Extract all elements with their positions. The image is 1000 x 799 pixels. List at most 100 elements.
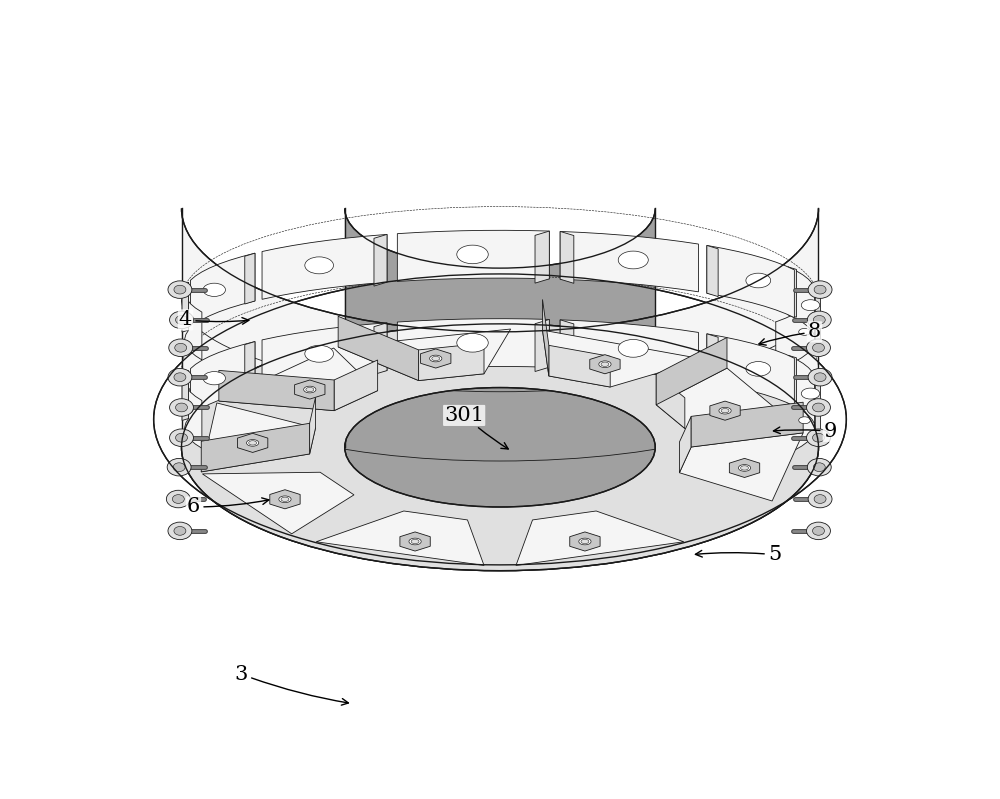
Ellipse shape	[746, 273, 771, 288]
Ellipse shape	[801, 418, 809, 423]
Ellipse shape	[175, 344, 187, 352]
Ellipse shape	[808, 491, 832, 508]
Polygon shape	[310, 397, 316, 454]
Ellipse shape	[618, 251, 648, 268]
Ellipse shape	[814, 373, 826, 382]
Polygon shape	[334, 360, 378, 411]
Ellipse shape	[741, 466, 748, 470]
Ellipse shape	[181, 318, 191, 324]
Ellipse shape	[808, 368, 832, 386]
Polygon shape	[185, 282, 202, 360]
Ellipse shape	[807, 399, 830, 416]
Ellipse shape	[623, 342, 643, 355]
Ellipse shape	[807, 429, 830, 447]
Ellipse shape	[409, 539, 421, 545]
Polygon shape	[656, 374, 685, 428]
Text: 3: 3	[235, 665, 348, 706]
Polygon shape	[182, 371, 189, 420]
Ellipse shape	[176, 433, 187, 442]
Polygon shape	[560, 232, 574, 284]
Ellipse shape	[801, 300, 820, 311]
Polygon shape	[421, 349, 451, 368]
Ellipse shape	[179, 317, 193, 325]
Ellipse shape	[750, 276, 767, 285]
Ellipse shape	[207, 285, 222, 294]
Ellipse shape	[801, 329, 809, 334]
Polygon shape	[788, 267, 815, 344]
Ellipse shape	[430, 356, 442, 362]
Ellipse shape	[462, 336, 483, 349]
Polygon shape	[590, 355, 620, 374]
Ellipse shape	[618, 340, 648, 357]
Ellipse shape	[457, 333, 488, 352]
Polygon shape	[788, 267, 796, 317]
Ellipse shape	[813, 316, 825, 324]
Polygon shape	[397, 319, 549, 370]
Ellipse shape	[309, 260, 329, 271]
Polygon shape	[374, 323, 387, 375]
Ellipse shape	[174, 285, 186, 294]
Polygon shape	[776, 381, 815, 458]
Ellipse shape	[167, 459, 191, 476]
Ellipse shape	[174, 527, 186, 535]
Polygon shape	[656, 368, 802, 431]
Polygon shape	[219, 371, 334, 411]
Ellipse shape	[804, 390, 817, 397]
Ellipse shape	[281, 497, 289, 502]
Ellipse shape	[801, 388, 820, 399]
Polygon shape	[729, 459, 760, 478]
Polygon shape	[397, 230, 549, 281]
Polygon shape	[788, 356, 815, 432]
Ellipse shape	[173, 463, 185, 471]
Ellipse shape	[807, 522, 830, 539]
Ellipse shape	[623, 254, 643, 266]
Polygon shape	[338, 329, 511, 380]
Ellipse shape	[432, 356, 440, 360]
Polygon shape	[710, 401, 740, 420]
Polygon shape	[776, 293, 815, 370]
Ellipse shape	[176, 403, 187, 411]
Ellipse shape	[309, 348, 329, 360]
Polygon shape	[237, 433, 268, 452]
Polygon shape	[707, 245, 718, 296]
Polygon shape	[535, 231, 549, 283]
Ellipse shape	[581, 539, 589, 543]
Text: 9: 9	[773, 422, 837, 441]
Polygon shape	[270, 490, 300, 509]
Polygon shape	[201, 423, 310, 472]
Polygon shape	[374, 234, 387, 286]
Polygon shape	[560, 320, 574, 372]
Ellipse shape	[579, 539, 591, 545]
Polygon shape	[815, 381, 821, 431]
Ellipse shape	[808, 281, 832, 298]
Text: 6: 6	[187, 498, 269, 516]
Ellipse shape	[721, 408, 729, 413]
Ellipse shape	[168, 522, 192, 539]
Ellipse shape	[306, 388, 314, 392]
Ellipse shape	[411, 539, 419, 543]
Polygon shape	[190, 253, 255, 328]
Polygon shape	[345, 209, 655, 507]
Polygon shape	[815, 293, 821, 343]
Ellipse shape	[168, 281, 192, 298]
Polygon shape	[201, 403, 316, 472]
Ellipse shape	[170, 429, 193, 447]
Polygon shape	[245, 253, 255, 304]
Ellipse shape	[179, 405, 193, 414]
Ellipse shape	[203, 283, 225, 296]
Polygon shape	[295, 380, 325, 399]
Ellipse shape	[799, 328, 810, 336]
Ellipse shape	[813, 527, 824, 535]
Ellipse shape	[207, 374, 222, 383]
Polygon shape	[182, 324, 818, 570]
Ellipse shape	[807, 459, 831, 476]
Polygon shape	[262, 234, 387, 300]
Polygon shape	[691, 402, 803, 447]
Polygon shape	[535, 320, 549, 372]
Ellipse shape	[174, 373, 186, 382]
Ellipse shape	[799, 417, 810, 423]
Ellipse shape	[169, 339, 193, 356]
Ellipse shape	[813, 463, 825, 471]
Polygon shape	[516, 511, 684, 566]
Text: 4: 4	[179, 310, 249, 329]
